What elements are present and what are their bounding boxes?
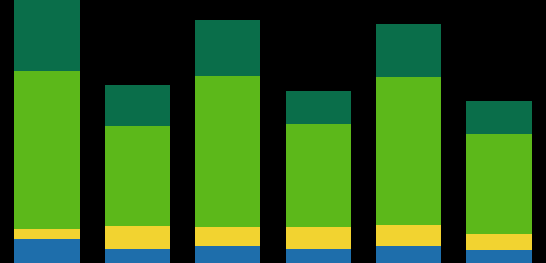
- Bar: [14, 239, 80, 263]
- Bar: [286, 249, 351, 263]
- Bar: [105, 126, 170, 226]
- Bar: [286, 91, 351, 124]
- Bar: [376, 225, 441, 246]
- Bar: [466, 134, 532, 234]
- Bar: [286, 227, 351, 249]
- Bar: [14, 71, 80, 229]
- Bar: [466, 234, 532, 250]
- Bar: [105, 85, 170, 126]
- Bar: [376, 77, 441, 225]
- Bar: [466, 101, 532, 134]
- Bar: [286, 124, 351, 227]
- Bar: [14, 0, 80, 71]
- Bar: [376, 246, 441, 263]
- Bar: [105, 249, 170, 263]
- Bar: [466, 250, 532, 263]
- Bar: [105, 226, 170, 249]
- Bar: [195, 76, 260, 227]
- Bar: [195, 246, 260, 263]
- Bar: [14, 229, 80, 239]
- Bar: [376, 24, 441, 77]
- Bar: [195, 20, 260, 76]
- Bar: [195, 227, 260, 246]
